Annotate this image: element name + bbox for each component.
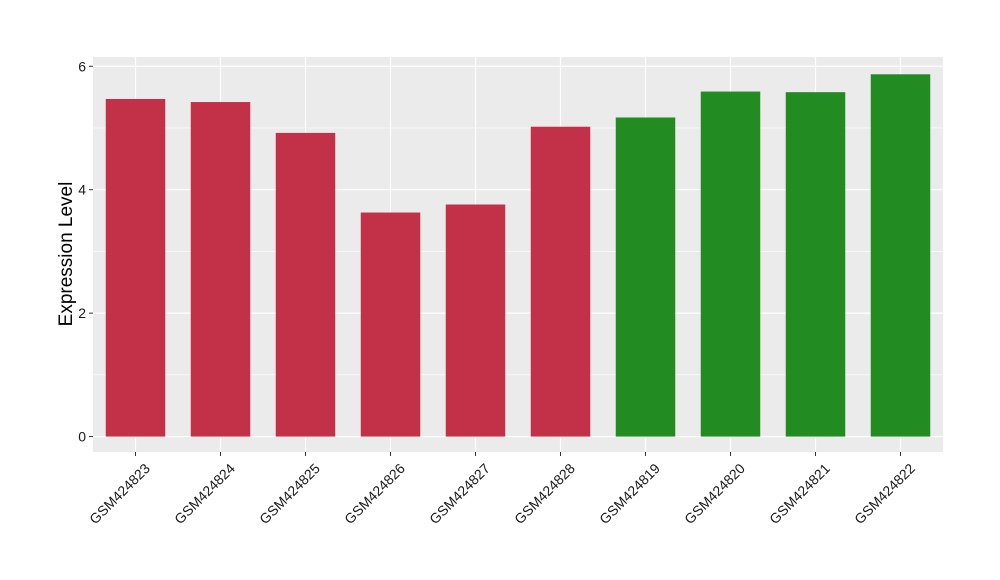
y-tick-label: 4 <box>78 182 86 198</box>
bar-GSM424825 <box>275 132 336 437</box>
y-tick-label: 2 <box>78 305 86 321</box>
bar-GSM424822 <box>870 74 931 437</box>
bar-GSM424821 <box>785 92 846 437</box>
y-axis-title: Expression Level <box>56 182 77 327</box>
y-tick-label: 6 <box>78 58 86 74</box>
bar-GSM424819 <box>615 117 676 437</box>
bar-GSM424824 <box>190 102 251 437</box>
y-axis: 0 2 4 6 <box>78 58 93 445</box>
bar-GSM424828 <box>530 126 591 437</box>
bars <box>105 74 931 437</box>
bar-GSM424826 <box>360 212 421 437</box>
y-tick-label: 0 <box>78 429 86 445</box>
bar-GSM424820 <box>700 91 761 437</box>
bar-GSM424823 <box>105 98 166 437</box>
bar-GSM424827 <box>445 204 506 437</box>
